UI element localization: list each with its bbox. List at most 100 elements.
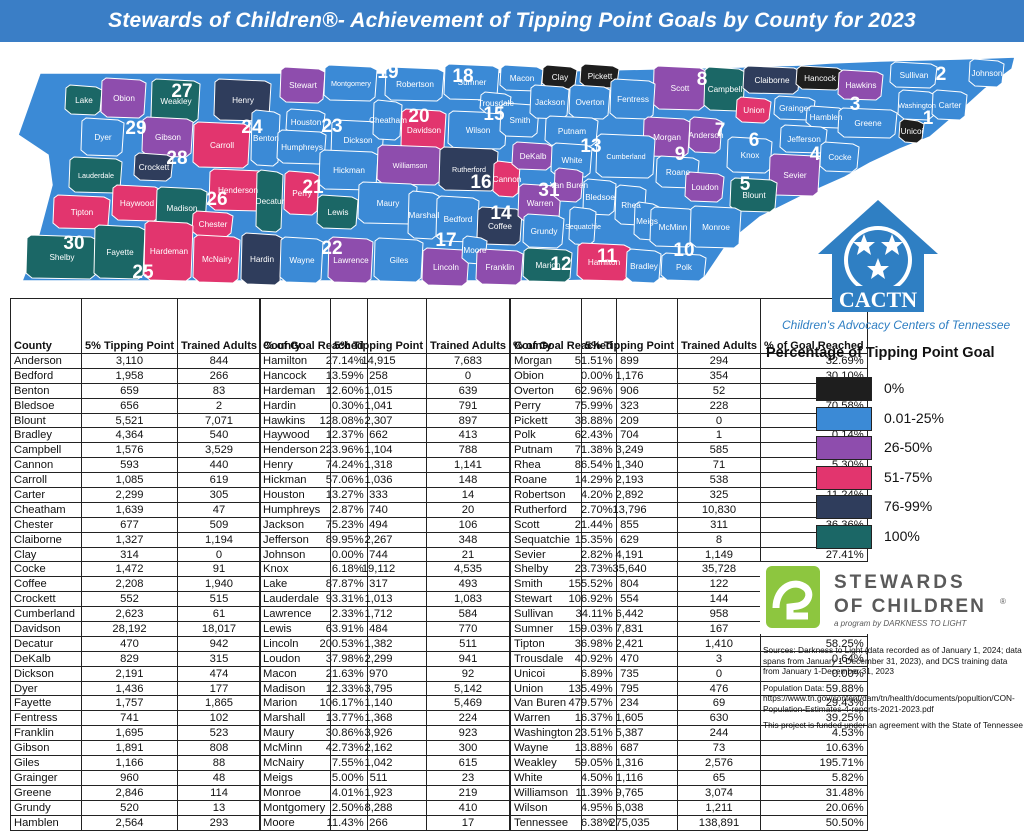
table-header: County <box>259 298 331 354</box>
county-shape <box>93 224 146 280</box>
county-name: Williamson <box>510 784 582 801</box>
county-label: Rutherford <box>452 165 486 174</box>
tipping-point: 3,110 <box>80 353 179 369</box>
county-shape <box>279 236 324 284</box>
county-label: Trousdale <box>478 99 515 108</box>
county-name: Campbell <box>10 442 82 459</box>
county-name: Union <box>510 680 582 697</box>
county-label: Marshall <box>409 211 440 220</box>
county-label: Hardeman <box>150 247 189 256</box>
county-name: Gibson <box>10 740 82 757</box>
county-name: Jefferson <box>259 531 331 548</box>
tipping-point: 9,765 <box>580 784 679 801</box>
trained-adults: 619 <box>177 472 262 489</box>
tipping-point: 1,368 <box>329 710 428 727</box>
tipping-point: 1,085 <box>80 472 179 489</box>
county-name: Jackson <box>259 516 331 533</box>
district-number: 17 <box>435 230 456 251</box>
tipping-point: 1,639 <box>80 501 179 518</box>
sources-text: Sources: Darkness to Light (data recorde… <box>763 645 1022 676</box>
trained-adults: 13 <box>177 799 262 816</box>
trained-adults: 791 <box>426 397 511 414</box>
tipping-point: 2,162 <box>329 740 428 757</box>
county-label: Jefferson <box>787 135 821 144</box>
trained-adults: 23 <box>426 769 511 786</box>
county-label: Hardin <box>250 255 275 264</box>
tipping-point: 6,442 <box>580 606 679 623</box>
county-name: Bedford <box>10 367 82 384</box>
county-name: Cumberland <box>10 606 82 623</box>
county-label: Hawkins <box>846 81 877 90</box>
county-shape <box>323 64 378 102</box>
tipping-point: 2,307 <box>329 412 428 429</box>
tipping-point: 4,191 <box>580 546 679 563</box>
county-shape <box>544 115 599 147</box>
trained-adults: 91 <box>177 561 262 578</box>
tipping-point: 1,140 <box>329 695 428 712</box>
county-shape <box>250 109 281 167</box>
tipping-point: 741 <box>80 710 179 727</box>
county-shape <box>192 121 251 169</box>
trained-adults: 167 <box>677 621 762 637</box>
trained-adults: 511 <box>426 635 511 652</box>
tipping-point: 1,015 <box>329 382 428 399</box>
district-number: 18 <box>452 66 473 87</box>
district-number: 31 <box>538 180 560 201</box>
district-number: 7 <box>715 120 726 141</box>
table-header: County <box>10 298 82 354</box>
county-name: Wilson <box>510 799 582 816</box>
trained-adults: 942 <box>177 635 262 652</box>
county-label: Putnam <box>558 127 586 136</box>
funding-text: This project is funded under an agreemen… <box>763 720 1023 730</box>
county-name: Fayette <box>10 695 82 712</box>
trained-adults: 2 <box>177 397 262 414</box>
county-label: Coffee <box>488 222 512 231</box>
table-row: Pickett20900.00% <box>510 412 868 429</box>
county-label: Haywood <box>120 199 155 208</box>
county-name: Davidson <box>10 621 82 637</box>
county-label: Grainger <box>779 104 811 113</box>
county-label: Marion <box>535 261 560 270</box>
trained-adults: 474 <box>177 665 262 682</box>
population-data-text: Population Data: https://www.tn.gov/cont… <box>763 682 1015 714</box>
legend-label: 0.01-25% <box>884 409 944 426</box>
county-label: Giles <box>390 256 409 265</box>
legend-item: 0.01-25% <box>816 406 1016 431</box>
county-shape <box>372 99 403 141</box>
county-label: Carroll <box>210 141 234 150</box>
trained-adults: 14 <box>426 487 511 503</box>
legend-label: 100% <box>884 527 920 544</box>
tipping-point: 1,176 <box>580 367 679 384</box>
district-number: 22 <box>321 238 342 259</box>
county-label: Meigs <box>636 217 658 226</box>
county-label: Moore <box>463 246 487 255</box>
trained-adults: 413 <box>426 427 511 444</box>
trained-adults: 71 <box>677 457 762 474</box>
county-shape <box>133 152 174 182</box>
cactn-subtitle: Children's Advocacy Centers of Tennessee <box>782 318 1011 332</box>
tipping-point: 1,576 <box>80 442 179 459</box>
county-name: Loudon <box>259 650 331 667</box>
county-shape <box>447 110 508 150</box>
trained-adults: 219 <box>426 784 511 801</box>
county-shape <box>660 252 707 282</box>
trained-adults: 144 <box>677 591 762 608</box>
tipping-point: 906 <box>580 382 679 399</box>
trained-adults: 3 <box>677 650 762 667</box>
county-label: Houston <box>291 118 322 127</box>
county-name: Giles <box>10 755 82 771</box>
tipping-point: 804 <box>580 576 679 593</box>
table-row: Jefferson 2,267 348 15.35% <box>259 531 617 548</box>
county-name: Cheatham <box>10 501 82 518</box>
county-shape <box>522 213 565 249</box>
county-shape <box>499 102 540 138</box>
table-row: Overton906525.74% <box>510 382 868 399</box>
trained-adults: 266 <box>177 367 262 384</box>
tipping-point: 484 <box>329 621 428 637</box>
county-name: Bradley <box>10 427 82 444</box>
stewards-reg: ® <box>1000 597 1006 606</box>
tennessee-county-map: Lake Obion Weakley Henry Stewart Montgomery Ro… <box>17 56 1016 287</box>
